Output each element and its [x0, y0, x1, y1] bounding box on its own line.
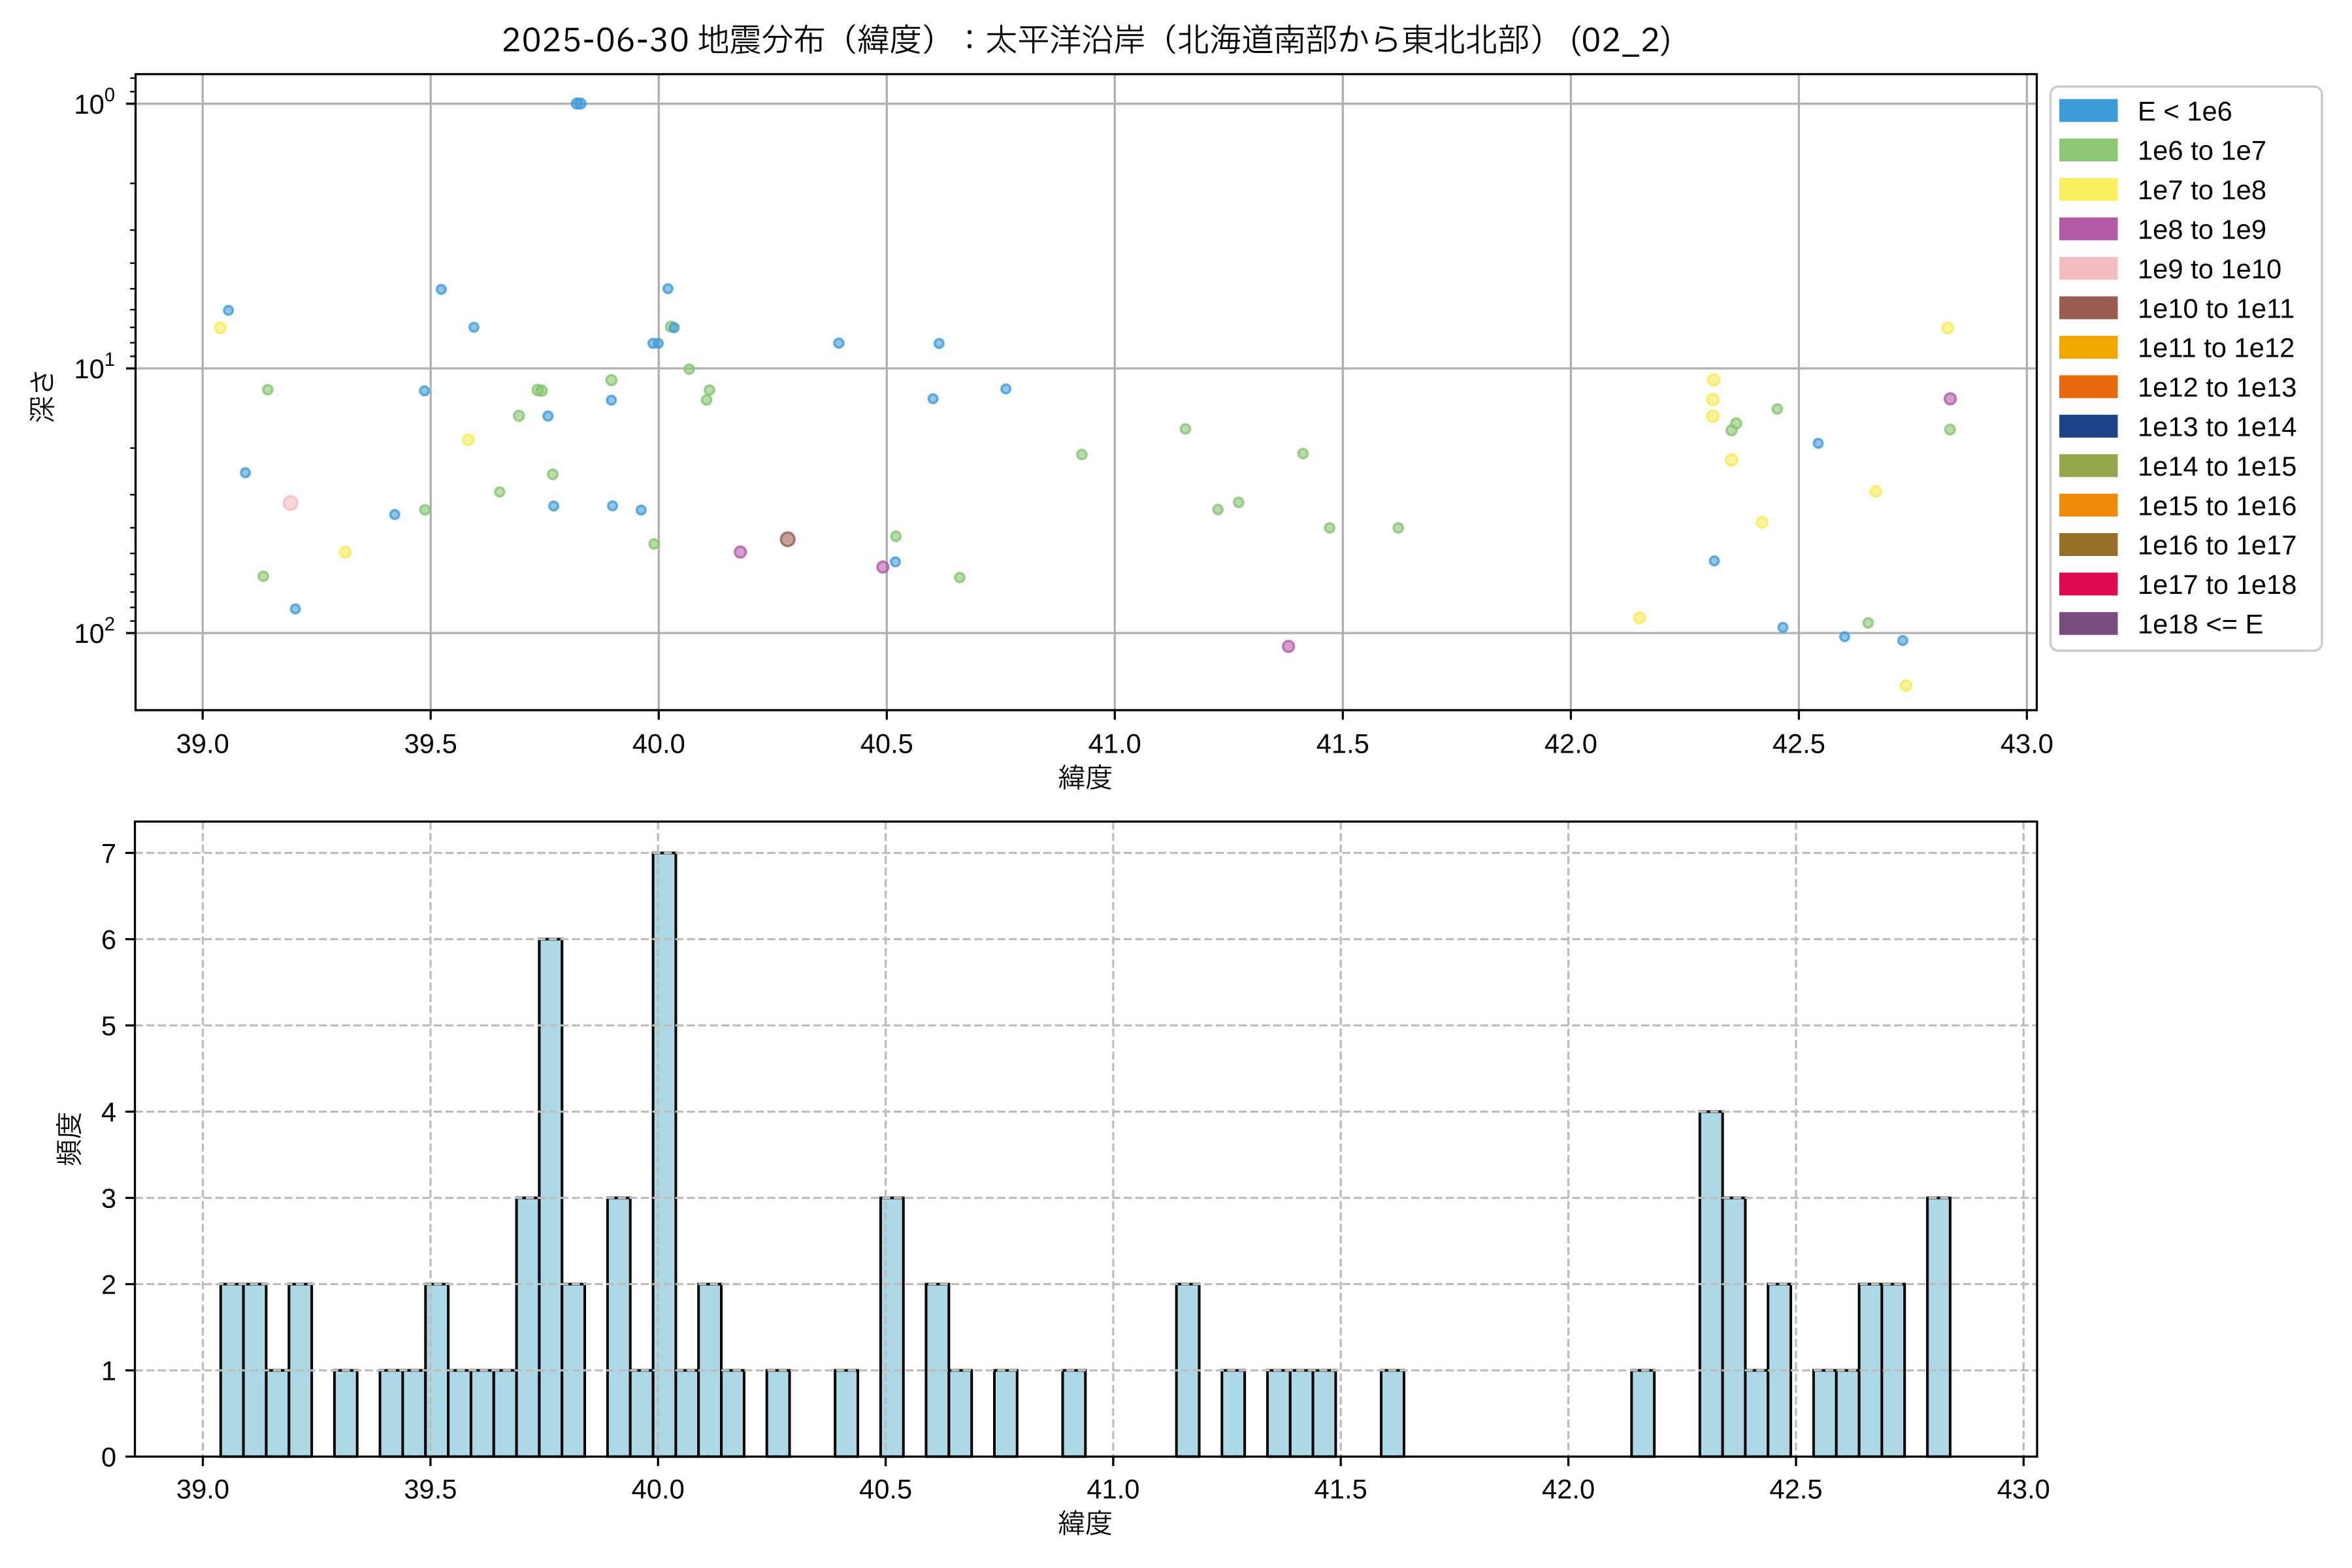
svg-text:42.5: 42.5: [1769, 1474, 1822, 1505]
svg-text:43.0: 43.0: [1997, 1474, 2050, 1505]
svg-text:1e7 to 1e8: 1e7 to 1e8: [2138, 174, 2266, 205]
svg-text:41.0: 41.0: [1088, 728, 1141, 759]
svg-text:39.5: 39.5: [404, 1474, 457, 1505]
svg-text:7: 7: [101, 838, 116, 869]
svg-text:E < 1e6: E < 1e6: [2138, 95, 2232, 126]
svg-text:6: 6: [101, 924, 116, 955]
svg-text:41.5: 41.5: [1315, 1474, 1367, 1505]
svg-text:42.0: 42.0: [1544, 728, 1597, 759]
svg-text:39.0: 39.0: [176, 728, 229, 759]
svg-text:39.5: 39.5: [404, 728, 457, 759]
svg-text:3: 3: [101, 1183, 116, 1214]
svg-text:1e9 to 1e10: 1e9 to 1e10: [2138, 253, 2281, 284]
svg-text:4: 4: [101, 1097, 116, 1128]
svg-text:5: 5: [101, 1011, 116, 1041]
svg-text:0: 0: [101, 1442, 116, 1473]
svg-text:40.5: 40.5: [860, 728, 913, 759]
svg-text:41.5: 41.5: [1316, 728, 1369, 759]
svg-text:1e16 to 1e17: 1e16 to 1e17: [2138, 530, 2296, 561]
svg-text:40.0: 40.0: [632, 1474, 685, 1505]
svg-text:1e11 to 1e12: 1e11 to 1e12: [2138, 333, 2295, 363]
svg-text:1e15 to 1e16: 1e15 to 1e16: [2138, 490, 2296, 521]
svg-text:41.0: 41.0: [1086, 1474, 1139, 1505]
svg-text:40.0: 40.0: [632, 728, 685, 759]
svg-text:40.5: 40.5: [859, 1474, 912, 1505]
svg-text:1e18 <= E: 1e18 <= E: [2138, 609, 2263, 640]
svg-text:42.5: 42.5: [1772, 728, 1825, 759]
svg-text:102: 102: [74, 614, 115, 649]
svg-text:1e17 to 1e18: 1e17 to 1e18: [2138, 569, 2296, 600]
svg-text:1: 1: [101, 1356, 116, 1386]
svg-text:1e6 to 1e7: 1e6 to 1e7: [2138, 135, 2266, 166]
svg-text:1e14 to 1e15: 1e14 to 1e15: [2138, 451, 2296, 482]
svg-text:1e13 to 1e14: 1e13 to 1e14: [2138, 412, 2296, 442]
svg-text:1e10 to 1e11: 1e10 to 1e11: [2138, 293, 2295, 323]
svg-text:42.0: 42.0: [1542, 1474, 1595, 1505]
svg-text:1e12 to 1e13: 1e12 to 1e13: [2138, 372, 2296, 402]
svg-text:39.0: 39.0: [176, 1474, 229, 1505]
svg-text:2: 2: [101, 1269, 116, 1300]
svg-text:43.0: 43.0: [2001, 728, 2053, 759]
svg-text:1e8 to 1e9: 1e8 to 1e9: [2138, 214, 2266, 245]
